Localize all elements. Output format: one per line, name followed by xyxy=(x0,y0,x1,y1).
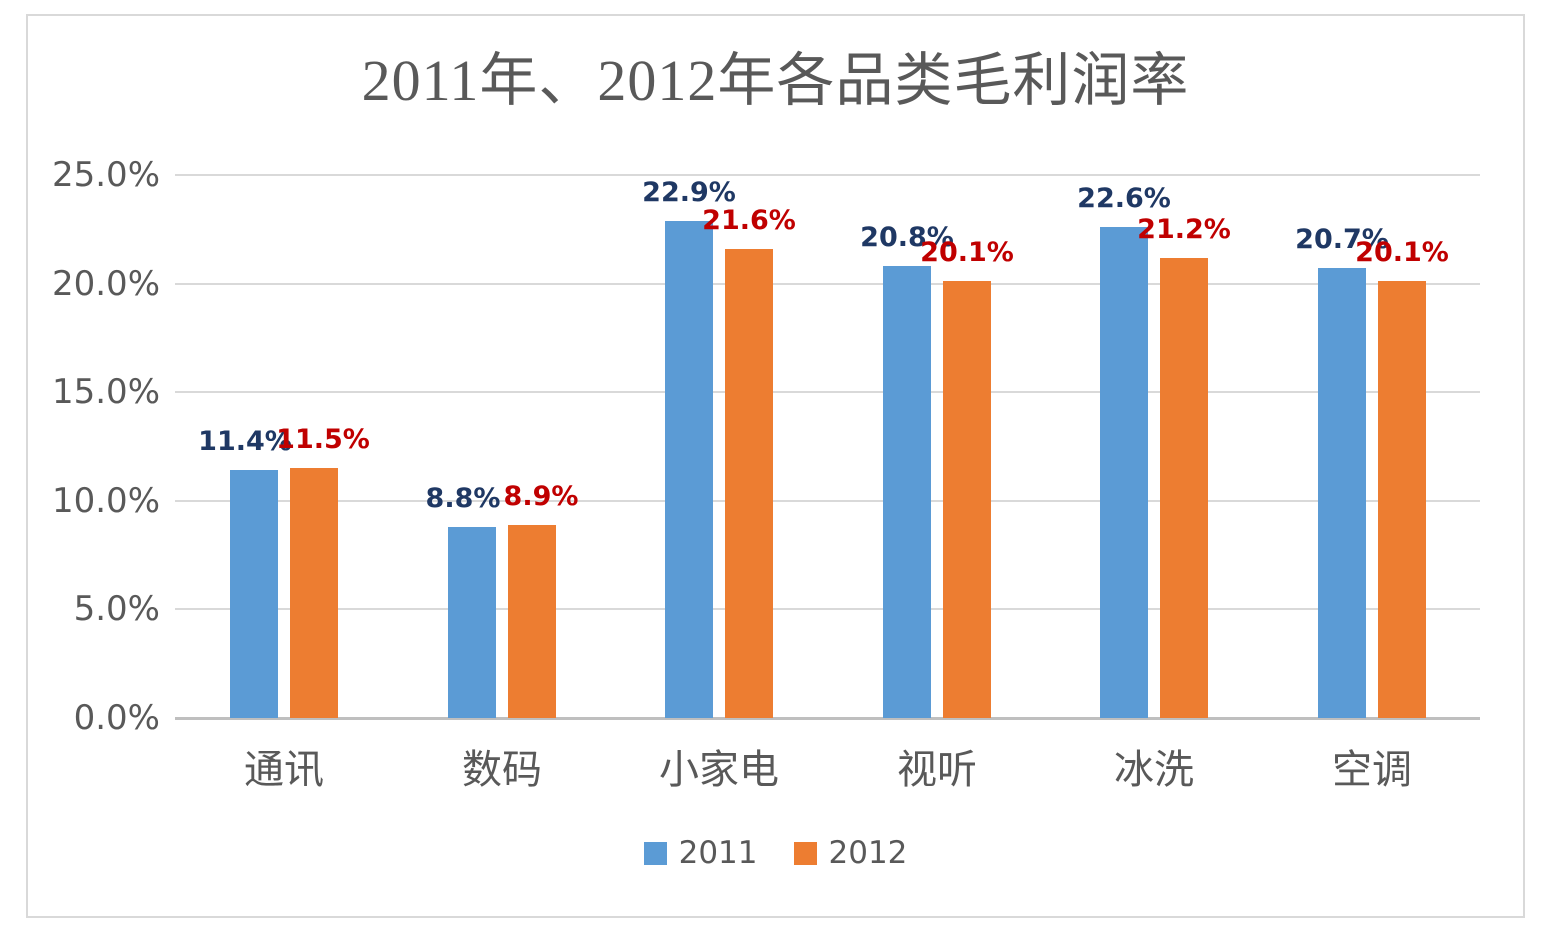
legend-label-2012: 2012 xyxy=(828,835,908,871)
bar-2011: 20.7% xyxy=(1295,226,1389,718)
bar-2011: 20.8% xyxy=(860,224,954,718)
gridline xyxy=(175,608,1480,611)
category-label: 小家电 xyxy=(659,747,779,792)
gridline xyxy=(175,282,1480,285)
legend-swatch-2012 xyxy=(793,842,817,865)
data-label-2012: 20.1% xyxy=(920,237,1014,269)
bar-2011: 8.8% xyxy=(426,485,500,718)
gridline xyxy=(175,499,1480,502)
category-label: 视听 xyxy=(897,747,977,792)
bar-2012: 21.2% xyxy=(1137,216,1231,718)
chart-frame xyxy=(26,14,1525,918)
y-axis-tick-label: 15.0% xyxy=(51,372,160,413)
bar-group: 20.8% 20.1% xyxy=(828,175,1046,718)
bar-2012: 21.6% xyxy=(702,207,796,718)
bar-2012: 8.9% xyxy=(504,483,578,718)
legend-item-2011: 2011 xyxy=(643,835,758,871)
data-label-2011: 20.7% xyxy=(1295,224,1389,256)
y-axis-tick-label: 20.0% xyxy=(51,263,160,304)
chart-title: 2011年、2012年各品类毛利润率 xyxy=(361,48,1190,113)
chart-legend: 2011 2012 xyxy=(27,838,1524,869)
legend-item-2012: 2012 xyxy=(793,835,908,871)
category-label: 数码 xyxy=(462,747,542,792)
category-label: 空调 xyxy=(1332,747,1412,792)
data-label-2011: 11.4% xyxy=(198,426,292,458)
y-axis-tick-label: 25.0% xyxy=(51,155,160,195)
legend-label-2011: 2011 xyxy=(678,835,758,871)
data-label-2012: 21.6% xyxy=(702,204,796,236)
bar-2012: 20.1% xyxy=(1355,239,1449,718)
bar-2011: 22.9% xyxy=(642,179,736,718)
bar-group: 8.8% 8.9% xyxy=(393,175,611,718)
data-label-2011: 20.8% xyxy=(860,222,954,254)
data-label-2011: 22.6% xyxy=(1077,183,1171,215)
data-label-2012: 20.1% xyxy=(1355,237,1449,269)
bar-group: 22.6% 21.2% xyxy=(1045,175,1263,718)
y-axis-tick-label: 10.0% xyxy=(51,480,160,521)
bar-group: 11.4% 11.5% xyxy=(175,175,393,718)
data-label-2012: 11.5% xyxy=(276,424,370,456)
bar-2012: 20.1% xyxy=(920,239,1014,718)
data-label-2011: 22.9% xyxy=(642,176,736,208)
data-label-2012: 8.9% xyxy=(503,480,579,512)
bar-group: 22.9% 21.6% xyxy=(610,175,828,718)
gridline xyxy=(175,174,1480,176)
category-label: 通讯 xyxy=(244,747,324,792)
category-label: 冰洗 xyxy=(1114,747,1194,792)
y-axis-tick-label: 0.0% xyxy=(73,698,160,738)
bar-2011: 11.4% xyxy=(198,428,292,718)
y-axis-tick-label: 5.0% xyxy=(73,589,160,630)
gridline xyxy=(175,391,1480,394)
x-axis-line xyxy=(175,717,1480,720)
bar-2012: 11.5% xyxy=(276,426,370,718)
data-label-2012: 21.2% xyxy=(1137,213,1231,245)
data-label-2011: 8.8% xyxy=(425,482,501,514)
bar-group: 20.7% 20.1% xyxy=(1263,175,1481,718)
bar-2011: 22.6% xyxy=(1077,185,1171,718)
legend-swatch-2011 xyxy=(643,842,667,865)
